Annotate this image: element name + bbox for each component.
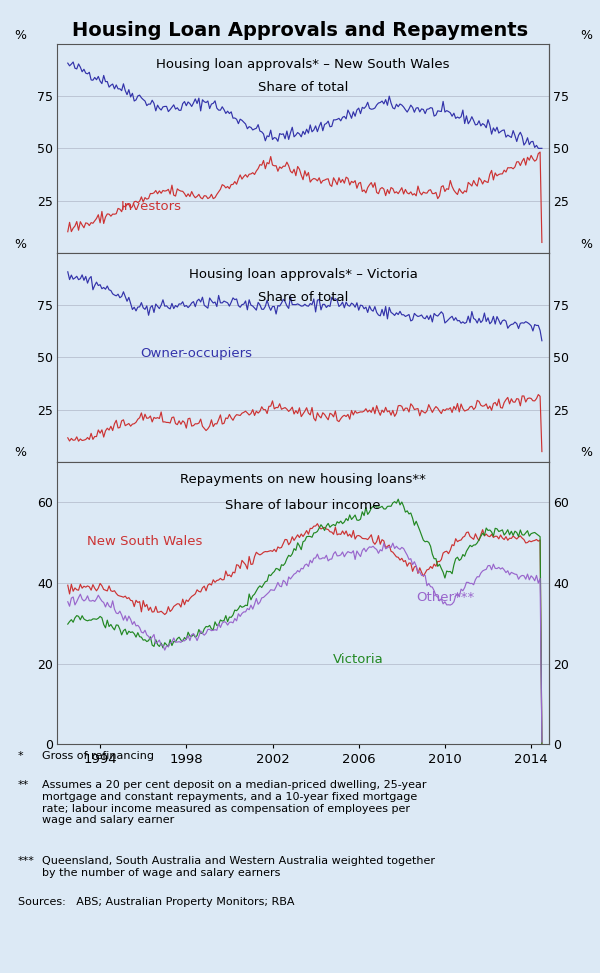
Text: Share of total: Share of total: [258, 82, 348, 94]
Text: ***: ***: [18, 856, 35, 866]
Text: %: %: [580, 28, 592, 42]
Text: Other***: Other***: [416, 591, 475, 604]
Text: Repayments on new housing loans**: Repayments on new housing loans**: [180, 473, 426, 486]
Text: Assumes a 20 per cent deposit on a median-priced dwelling, 25-year
mortgage and : Assumes a 20 per cent deposit on a media…: [42, 780, 427, 825]
Text: Gross of refinancing: Gross of refinancing: [42, 751, 154, 761]
Text: *: *: [18, 751, 23, 761]
Text: **: **: [18, 780, 29, 790]
Text: %: %: [14, 237, 26, 251]
Text: Sources:   ABS; Australian Property Monitors; RBA: Sources: ABS; Australian Property Monito…: [18, 897, 295, 907]
Text: Investors: Investors: [121, 200, 182, 213]
Text: Share of total: Share of total: [258, 291, 348, 304]
Text: New South Wales: New South Wales: [86, 534, 202, 548]
Text: %: %: [580, 237, 592, 251]
Text: Housing loan approvals* – New South Wales: Housing loan approvals* – New South Wale…: [156, 58, 450, 71]
Text: %: %: [14, 28, 26, 42]
Text: Victoria: Victoria: [332, 653, 383, 667]
Text: Housing Loan Approvals and Repayments: Housing Loan Approvals and Repayments: [72, 21, 528, 41]
Text: Owner-occupiers: Owner-occupiers: [140, 346, 253, 360]
Text: Housing loan approvals* – Victoria: Housing loan approvals* – Victoria: [188, 268, 418, 280]
Text: Queensland, South Australia and Western Australia weighted together
by the numbe: Queensland, South Australia and Western …: [42, 856, 435, 878]
Text: %: %: [580, 447, 592, 459]
Text: Share of labour income: Share of labour income: [225, 499, 381, 512]
Text: %: %: [14, 447, 26, 459]
